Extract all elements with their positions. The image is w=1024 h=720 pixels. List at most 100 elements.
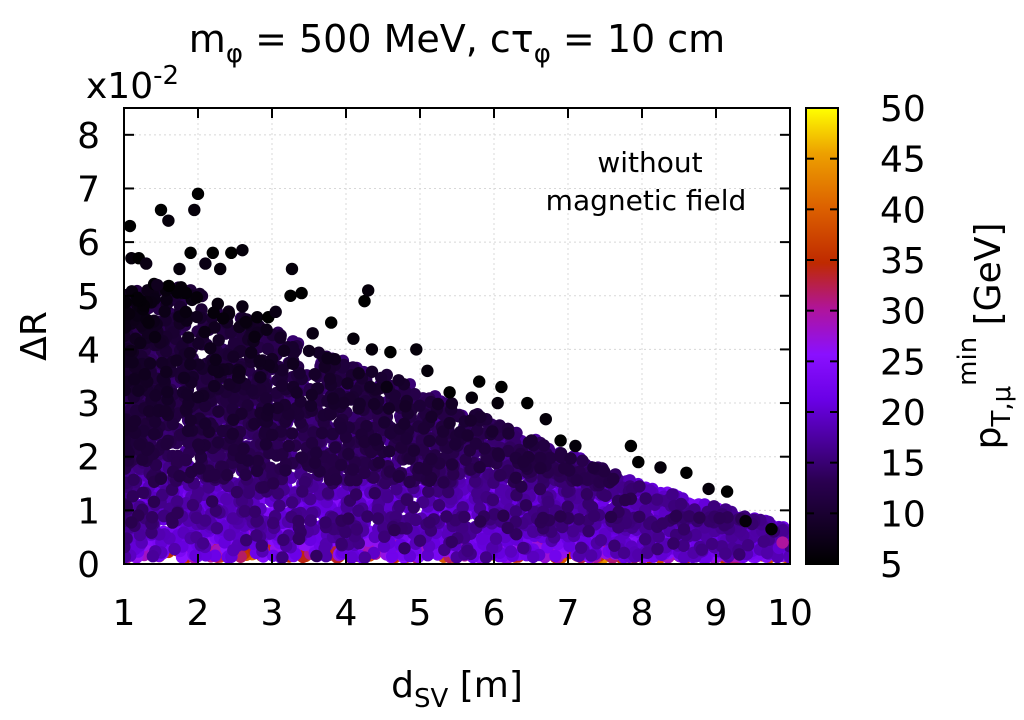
scatter-point — [442, 485, 455, 499]
scatter-point — [413, 399, 426, 412]
scatter-point — [361, 510, 374, 523]
scatter-point — [639, 533, 652, 546]
scatter-point — [133, 438, 146, 451]
scatter-point — [652, 530, 665, 543]
scatter-point — [237, 442, 250, 455]
scatter-point — [285, 427, 299, 440]
scatter-point — [554, 510, 567, 523]
scatter-point — [674, 497, 688, 511]
scatter-point — [372, 456, 386, 469]
scatter-point — [251, 454, 264, 468]
scatter-point — [191, 461, 205, 475]
scatter-point — [147, 495, 161, 508]
scatter-point — [757, 535, 770, 548]
scatter-point — [266, 428, 279, 442]
scatter-point — [230, 485, 244, 499]
scatter-point — [335, 458, 348, 472]
scatter-point — [375, 371, 388, 385]
scatter-point — [339, 431, 353, 444]
scatter-point — [226, 512, 239, 525]
chart-title: mφ = 500 MeV, cτφ = 10 cm — [189, 17, 725, 69]
scatter-point — [398, 542, 411, 555]
scatter-point — [760, 546, 774, 560]
scatter-point — [186, 498, 200, 512]
scatter-point — [461, 429, 474, 442]
scatter-point — [471, 424, 484, 437]
scatter-point — [436, 425, 450, 438]
scatter-point — [324, 408, 337, 421]
scatter-point — [321, 487, 335, 500]
scatter-point — [582, 525, 595, 538]
scatter-point — [267, 516, 280, 530]
scatter-point — [179, 454, 193, 467]
scatter-point — [149, 458, 163, 472]
scatter-point — [212, 405, 225, 418]
scatter-point — [504, 545, 518, 558]
scatter-point — [371, 503, 384, 516]
scatter-point — [171, 495, 184, 508]
scatter-point — [533, 482, 547, 496]
scatter-point — [334, 421, 348, 435]
scatter-point — [267, 477, 280, 490]
scatter-point — [171, 506, 184, 520]
scatter-point — [656, 517, 669, 530]
scatter-point — [641, 546, 654, 559]
scatter-point — [612, 521, 625, 534]
scatter-point — [381, 490, 394, 504]
scatter-point — [489, 532, 503, 545]
scatter-point — [259, 392, 273, 405]
scatter-point — [486, 425, 499, 438]
scatter-point — [154, 472, 168, 485]
scatter-point — [342, 447, 355, 461]
scatter-point — [395, 441, 408, 454]
scatter-point — [677, 523, 691, 536]
scatter-point — [677, 539, 690, 552]
scatter-point — [367, 471, 380, 484]
scatter-point — [282, 439, 295, 453]
scatter-point — [368, 530, 382, 544]
scatter-point — [250, 464, 264, 478]
scatter-point — [377, 540, 391, 553]
scatter-point — [271, 487, 285, 500]
scatter-point — [160, 438, 173, 451]
scatter-point — [196, 537, 210, 550]
scatter-point — [580, 488, 594, 501]
scatter-point — [776, 524, 790, 538]
scatter-point — [275, 379, 289, 392]
scatter-point — [206, 495, 219, 508]
scatter-point — [431, 485, 444, 498]
scatter-point — [124, 444, 134, 458]
scatter-point — [486, 541, 499, 555]
scatter-point — [576, 454, 589, 467]
scatter-point — [488, 508, 501, 521]
scatter-point — [125, 516, 138, 529]
scatter-point — [651, 542, 664, 556]
scatter-point — [378, 530, 391, 543]
scatter-point — [695, 543, 708, 556]
scatter-point — [146, 511, 159, 524]
scatter-point — [279, 464, 292, 477]
scatter-point — [572, 513, 586, 526]
scatter-point — [398, 417, 411, 431]
scatter-point — [285, 496, 299, 509]
scatter-point — [388, 389, 401, 402]
scatter-point — [604, 510, 618, 524]
scatter-point — [210, 522, 224, 535]
scatter-point — [239, 468, 252, 481]
scatter-point — [456, 501, 469, 514]
scatter-point — [534, 461, 547, 475]
scatter-point — [310, 446, 323, 460]
scatter-point — [255, 539, 268, 552]
scatter-point — [502, 427, 515, 440]
scatter-point — [319, 550, 333, 563]
scatter-point — [422, 540, 436, 553]
scatter-point — [124, 550, 132, 563]
scatter-point — [617, 546, 631, 560]
scatter-point — [403, 475, 416, 489]
scatter-point — [422, 485, 435, 498]
scatter-point — [566, 525, 580, 538]
scatter-point — [390, 483, 403, 496]
scatter-point — [220, 492, 233, 506]
scatter-point — [126, 490, 139, 503]
scatter-point — [276, 551, 289, 564]
